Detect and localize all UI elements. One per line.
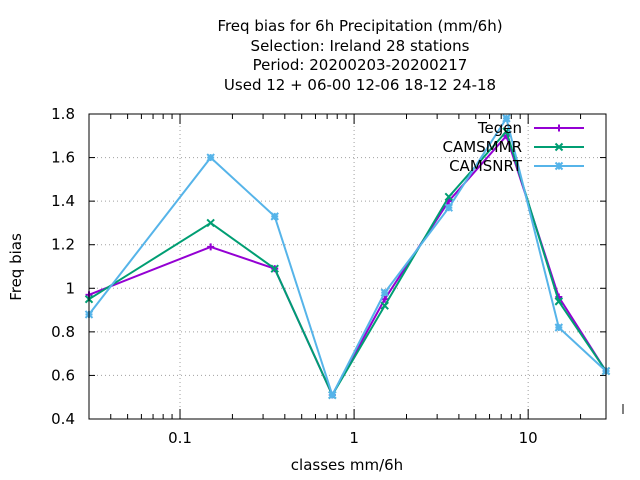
- chart-title: Freq bias for 6h Precipitation (mm/6h) S…: [217, 17, 502, 94]
- marker-stroke: [206, 153, 215, 162]
- y-axis-label: Freq bias: [7, 233, 25, 301]
- data-point: [328, 390, 337, 400]
- marker-stroke: [380, 288, 389, 297]
- data-point: [270, 212, 279, 221]
- legend-label: CAMSNRT: [449, 157, 523, 175]
- x-axis-label: classes mm/6h: [291, 456, 403, 474]
- marker-stroke: [554, 161, 564, 171]
- marker-stroke: [270, 264, 279, 273]
- axis-ticks: 0.4 0.6 0.8 1 1.2 1.4 1.6 1.8 0.1 1 10: [51, 105, 624, 447]
- marker-stroke: [554, 323, 564, 332]
- legend-label: CAMSMMR: [442, 138, 522, 156]
- title-line: Freq bias for 6h Precipitation (mm/6h): [217, 17, 502, 35]
- y-tick-label: 0.4: [51, 410, 75, 428]
- legend-entry: CAMSMMR: [442, 138, 584, 156]
- series-layer: [84, 114, 611, 400]
- marker-stroke: [328, 390, 337, 400]
- marker-stroke: [270, 212, 279, 221]
- legend-entry: CAMSNRT: [449, 157, 584, 175]
- y-tick-label: 1.8: [51, 105, 75, 123]
- x-tick-label: 1: [349, 429, 359, 447]
- legend-entry: Tegen: [477, 119, 584, 137]
- y-tick-label: 1.4: [51, 192, 75, 210]
- x-tick-label: 0.1: [168, 429, 192, 447]
- data-point: [206, 218, 215, 228]
- title-line: Used 12 + 06-00 12-06 18-12 24-18: [224, 76, 496, 94]
- data-point: [207, 243, 215, 251]
- data-point: [554, 323, 564, 332]
- x-tick-label: 10: [519, 429, 538, 447]
- data-point: [380, 301, 389, 310]
- y-tick-label: 1: [65, 279, 75, 297]
- data-point: [444, 203, 454, 212]
- y-tick-label: 1.6: [51, 149, 75, 167]
- marker-stroke: [444, 203, 454, 212]
- marker-stroke: [554, 142, 564, 152]
- y-tick-label: 0.6: [51, 366, 75, 384]
- data-point: [380, 288, 389, 297]
- data-point: [502, 114, 511, 123]
- data-point: [206, 153, 215, 162]
- data-point: [444, 192, 454, 201]
- marker-stroke: [206, 218, 215, 228]
- grid: [89, 114, 606, 419]
- series-camsmmr: [84, 127, 611, 400]
- data-point: [554, 297, 564, 306]
- data-point: [270, 264, 279, 273]
- title-line: Selection: Ireland 28 stations: [251, 37, 470, 55]
- legend-label: Tegen: [477, 119, 522, 137]
- marker-stroke: [502, 114, 511, 123]
- y-tick-label: 0.8: [51, 323, 75, 341]
- series-line: [88, 115, 607, 398]
- y-tick-label: 1.2: [51, 236, 75, 254]
- series-camsnrt: [84, 114, 611, 400]
- marker-stroke: [554, 297, 564, 306]
- marker-stroke: [444, 192, 454, 201]
- title-line: Period: 20200203-20200217: [253, 56, 468, 74]
- marker-stroke: [380, 301, 389, 310]
- plot-border: [88, 113, 607, 420]
- series-tegen: [85, 132, 610, 399]
